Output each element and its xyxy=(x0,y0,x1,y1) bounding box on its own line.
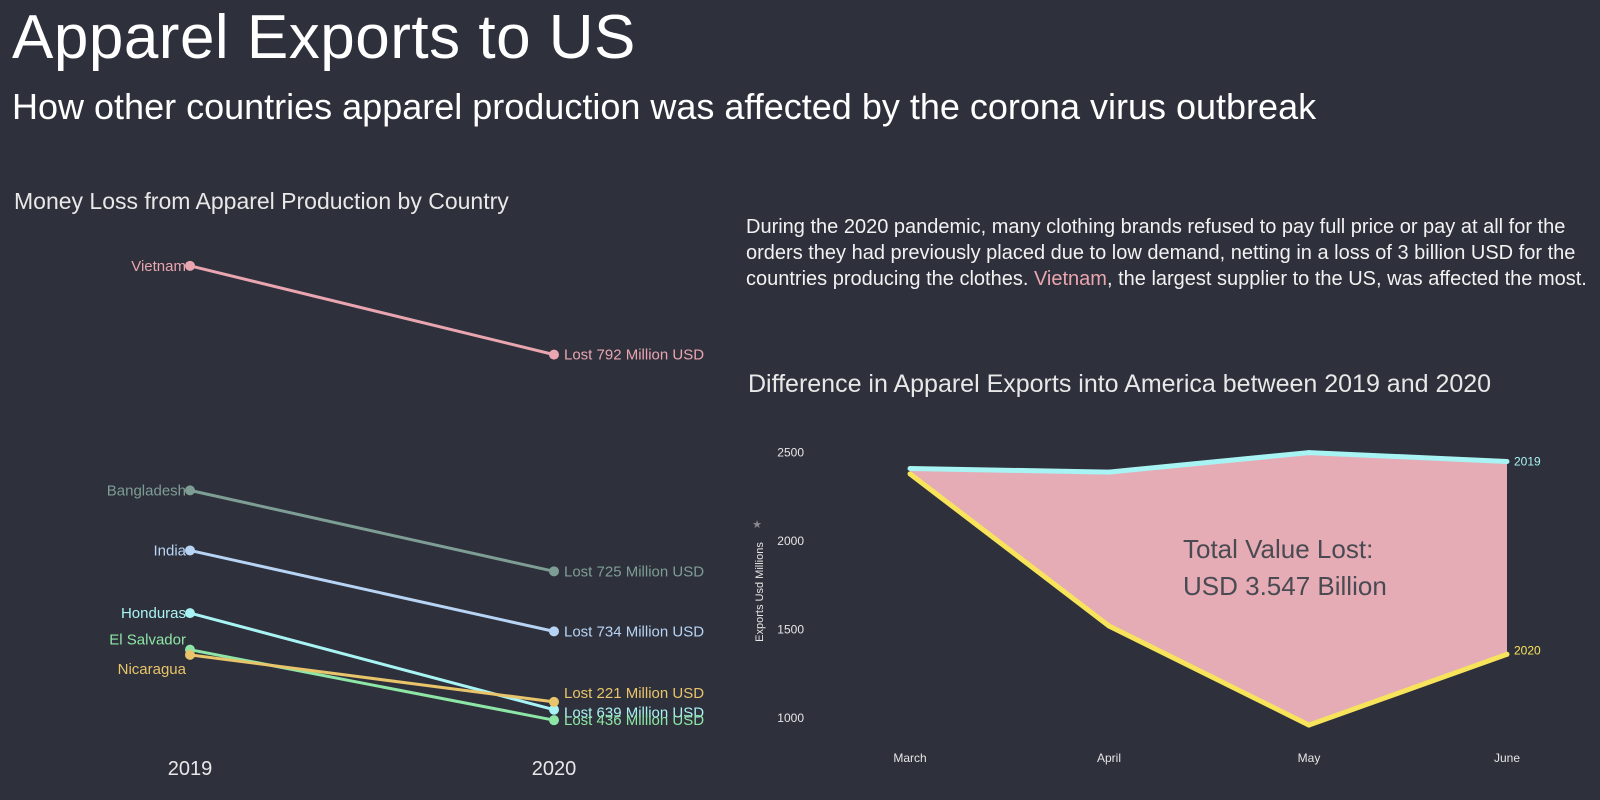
y-tick-label: 1500 xyxy=(777,623,804,637)
total-loss-annotation: Total Value Lost: xyxy=(1183,534,1373,564)
y-tick-label: 1000 xyxy=(777,711,804,725)
pin-icon: ★ xyxy=(752,518,762,531)
total-loss-annotation: USD 3.547 Billion xyxy=(1183,571,1387,601)
y-axis-title: Exports Usd Millions xyxy=(754,542,766,642)
slope-line-5 xyxy=(189,653,555,704)
x-tick-label: June xyxy=(1494,751,1520,765)
series-point-2020 xyxy=(1106,623,1112,629)
series-point-2019 xyxy=(1306,450,1312,456)
series-point-2019 xyxy=(1106,469,1112,475)
slope-point-2019-2 xyxy=(185,545,195,556)
slope-chart-title: Money Loss from Apparel Production by Co… xyxy=(14,188,509,214)
series-end-label: 2019 xyxy=(1514,454,1541,468)
series-line-2019 xyxy=(909,450,1508,475)
y-tick-label: 2500 xyxy=(777,446,804,460)
slope-country-label: Vietnam xyxy=(131,258,186,275)
description-before: During the 2020 pandemic, many clothing … xyxy=(746,216,1576,290)
slope-line-1 xyxy=(189,488,555,573)
series-point-2020 xyxy=(1504,651,1510,657)
slope-country-label: Honduras xyxy=(121,605,186,622)
x-tick-label: March xyxy=(893,751,926,765)
slope-country-label: India xyxy=(153,542,186,559)
slope-country-label: Nicaragua xyxy=(118,661,187,678)
series-point-2020 xyxy=(907,471,913,477)
slope-value-label: Lost 436 Million USD xyxy=(564,712,704,729)
slope-point-2020-3 xyxy=(549,704,559,715)
slope-year-label: 2019 xyxy=(168,758,213,780)
slope-year-label: 2020 xyxy=(532,758,577,780)
page-title: Apparel Exports to US xyxy=(12,3,636,72)
slope-value-label: Lost 725 Million USD xyxy=(564,563,704,580)
slope-point-2020-5 xyxy=(549,696,559,707)
description-after: , the largest supplier to the US, was af… xyxy=(1106,268,1587,290)
x-tick-label: May xyxy=(1298,751,1321,765)
loss-area xyxy=(910,452,1507,726)
slope-point-2019-5 xyxy=(185,649,195,660)
slope-value-label: Lost 221 Million USD xyxy=(564,685,704,702)
slope-country-label: Bangladesh xyxy=(107,482,186,499)
description-text: During the 2020 pandemic, many clothing … xyxy=(746,214,1596,292)
slope-point-2020-2 xyxy=(549,626,559,637)
area-chart-title: Difference in Apparel Exports into Ameri… xyxy=(748,370,1492,398)
y-tick-label: 2000 xyxy=(777,534,804,548)
slope-value-label: Lost 734 Million USD xyxy=(564,623,704,640)
slope-point-2019-3 xyxy=(185,608,195,619)
slope-point-2019-0 xyxy=(185,260,195,271)
slope-point-2020-1 xyxy=(549,566,559,577)
series-point-2019 xyxy=(907,466,913,472)
slope-value-label: Lost 792 Million USD xyxy=(564,347,704,364)
slope-point-2020-4 xyxy=(549,715,559,726)
series-point-2019 xyxy=(1504,458,1510,464)
series-line-2020 xyxy=(908,471,1508,728)
series-end-label: 2020 xyxy=(1514,643,1541,657)
series-point-2020 xyxy=(1306,722,1312,728)
slope-point-2019-1 xyxy=(185,485,195,496)
slope-value-label: Lost 639 Million USD xyxy=(564,705,704,722)
description-highlight: Vietnam xyxy=(1033,268,1107,290)
slope-point-2020-0 xyxy=(549,349,559,360)
slope-line-2 xyxy=(189,548,555,633)
slope-line-0 xyxy=(189,264,555,357)
page-subtitle: How other countries apparel production w… xyxy=(12,86,1317,127)
slope-country-label: El Salvador xyxy=(109,632,186,649)
x-tick-label: April xyxy=(1097,751,1121,765)
